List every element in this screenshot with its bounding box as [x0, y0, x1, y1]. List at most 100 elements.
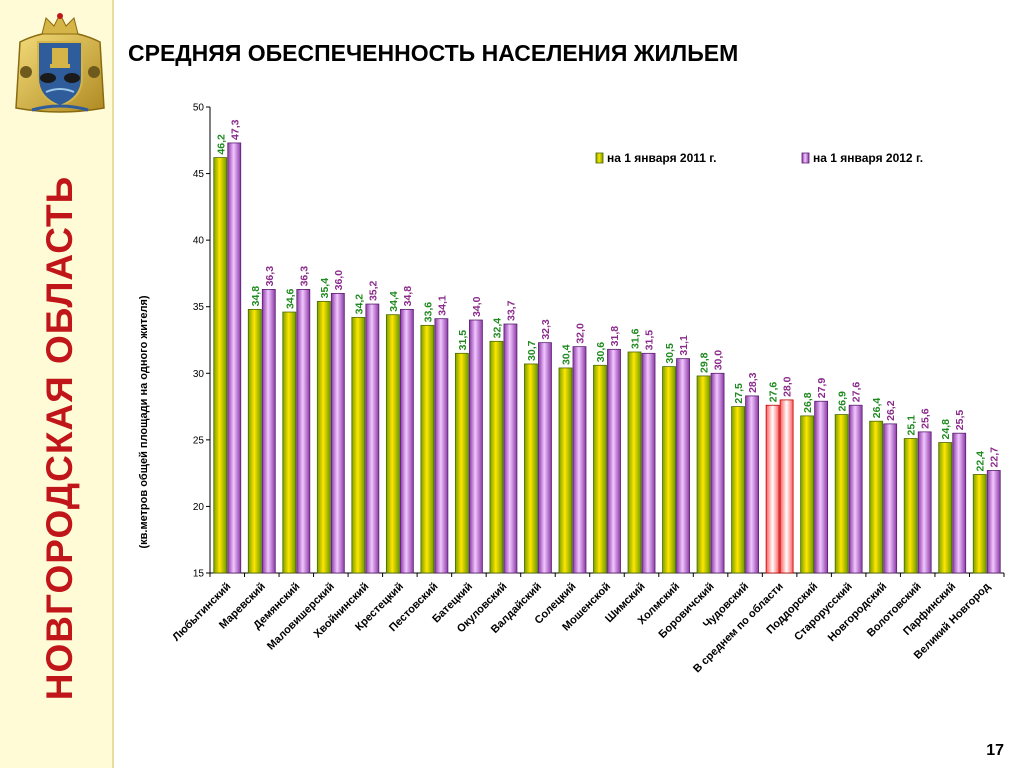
bar-2011-21 — [938, 442, 953, 574]
data-label: 33,7 — [505, 300, 517, 321]
page-number: 17 — [986, 742, 1004, 759]
data-label: 26,2 — [885, 400, 897, 421]
bar-chart: 15 20 25 30 35 40 45 50 (кв.метров общей площади… — [114, 90, 1014, 755]
data-label: 32,4 — [491, 318, 503, 339]
bar-2011-20 — [903, 438, 918, 574]
y-tick-label: 30 — [193, 369, 205, 380]
data-label: 34,2 — [353, 294, 365, 315]
data-label: 35,4 — [319, 278, 331, 299]
data-label: 30,7 — [526, 340, 538, 361]
data-label: 36,3 — [298, 266, 310, 287]
bar-2012-2 — [296, 289, 311, 574]
bar-2011-4 — [351, 316, 366, 574]
y-tick-label: 35 — [193, 302, 205, 313]
data-label: 36,3 — [264, 266, 276, 287]
x-tick-label: Новгородский — [826, 581, 890, 645]
bar-2011-6 — [420, 324, 435, 574]
y-tick-label: 40 — [193, 236, 205, 247]
bar-2011-11 — [593, 364, 607, 574]
bar-2012-12 — [641, 352, 656, 574]
data-label: 30,6 — [595, 342, 607, 363]
data-label: 22,7 — [989, 447, 1001, 468]
bar-2012-16 — [779, 399, 794, 574]
data-label: 27,6 — [768, 382, 780, 403]
data-label: 25,5 — [954, 410, 966, 431]
x-tick-label: Любытинский — [170, 581, 233, 644]
data-label: 32,3 — [540, 319, 552, 340]
bar-2012-9 — [538, 342, 552, 574]
bar-2012-4 — [365, 303, 380, 574]
bar-2012-3 — [330, 292, 345, 574]
data-label: 30,5 — [664, 343, 676, 364]
data-label: 33,6 — [422, 302, 434, 323]
data-label: 31,5 — [457, 330, 469, 351]
bar-2011-18 — [834, 414, 849, 574]
bar-2012-20 — [917, 431, 932, 574]
page-title: СРЕДНЯЯ ОБЕСПЕЧЕННОСТЬ НАСЕЛЕНИЯ ЖИЛЬЕМ — [128, 40, 739, 66]
bar-2012-5 — [399, 308, 414, 574]
data-label: 24,8 — [940, 419, 952, 440]
bar-2012-13 — [676, 358, 690, 574]
sidebar-divider — [112, 0, 114, 768]
y-tick-label: 20 — [193, 502, 205, 513]
data-label: 27,5 — [733, 383, 745, 404]
bar-2011-19 — [869, 420, 884, 574]
coat-of-arms-icon — [12, 12, 108, 120]
y-tick-label: 50 — [193, 103, 205, 114]
legend-label: на 1 января 2012 г. — [813, 151, 923, 165]
bar-2012-0 — [227, 142, 242, 574]
bar-2011-0 — [213, 157, 228, 574]
data-label: 36,0 — [333, 270, 345, 291]
bar-2011-13 — [662, 366, 676, 574]
sidebar — [0, 0, 112, 768]
bar-2012-19 — [883, 423, 898, 574]
y-axis-label: (кв.метров общей площади на одного жител… — [138, 295, 150, 548]
bar-2011-7 — [455, 352, 469, 574]
data-label: 30,0 — [713, 350, 725, 371]
bar-2011-16 — [765, 404, 780, 574]
bar-2012-11 — [607, 348, 621, 574]
bar-2011-2 — [282, 311, 297, 574]
bar-2011-10 — [558, 367, 573, 574]
y-tick-label: 45 — [193, 169, 205, 180]
y-tick-label: 15 — [193, 569, 205, 580]
data-label: 27,9 — [816, 378, 828, 399]
data-label: 34,6 — [284, 288, 296, 309]
data-label: 25,1 — [906, 415, 918, 436]
data-label: 31,6 — [630, 328, 642, 349]
bar-2011-15 — [731, 406, 745, 574]
data-label: 31,8 — [609, 326, 621, 347]
bar-2011-5 — [385, 314, 400, 574]
legend-swatch-2011 — [595, 152, 604, 164]
data-label: 34,8 — [250, 286, 262, 307]
data-label: 26,8 — [802, 392, 814, 413]
bar-2011-8 — [489, 340, 504, 574]
bar-2012-6 — [434, 318, 449, 574]
legend-swatch-2012 — [801, 152, 810, 164]
bar-2011-22 — [972, 474, 987, 574]
data-label: 34,1 — [436, 295, 448, 316]
bar-2012-17 — [814, 400, 829, 574]
data-label: 31,5 — [644, 330, 656, 351]
bar-2012-8 — [503, 323, 518, 574]
bar-2012-1 — [261, 289, 276, 574]
bar-2011-14 — [696, 375, 711, 574]
data-label: 34,0 — [471, 296, 483, 317]
data-label: 26,9 — [837, 391, 849, 412]
data-label: 34,8 — [402, 286, 414, 307]
bar-2011-1 — [247, 308, 262, 574]
data-label: 28,3 — [747, 372, 759, 393]
data-label: 32,0 — [574, 323, 586, 344]
data-label: 25,6 — [920, 408, 932, 429]
data-label: 28,0 — [782, 376, 794, 397]
y-tick-label: 25 — [193, 435, 205, 446]
data-label: 47,3 — [229, 119, 241, 140]
bar-2011-3 — [316, 300, 331, 574]
data-label: 22,4 — [975, 451, 987, 472]
bar-2011-12 — [627, 351, 642, 574]
bar-2012-21 — [952, 432, 967, 574]
legend-label: на 1 января 2011 г. — [607, 151, 716, 165]
data-label: 31,1 — [678, 335, 690, 356]
data-label: 26,4 — [871, 398, 883, 419]
bar-2012-22 — [986, 470, 1001, 574]
